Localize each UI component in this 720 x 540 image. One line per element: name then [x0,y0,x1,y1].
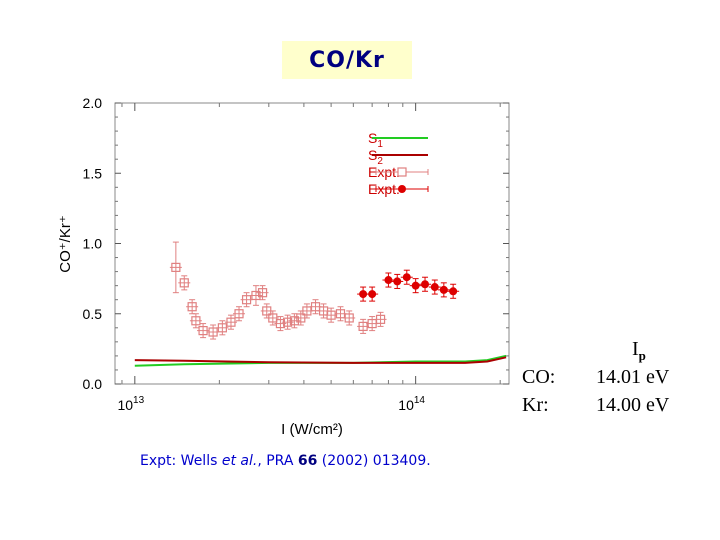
ip-gas: CO: [522,366,556,388]
x-axis-label: I (W/cm²) [281,421,343,438]
data-point-open [241,295,252,305]
data-point-open [335,309,346,319]
ip-header-sub: p [638,348,646,363]
data-point-open [302,306,312,316]
data-point-open [234,309,244,319]
data-point-filled [449,287,458,296]
data-point-open [375,314,386,324]
data-point-open [283,317,293,327]
data-point-open [217,323,227,333]
data-point-open [344,313,354,323]
axes: 0.0 0.5 1.0 1.5 2.0 1013 1014 [83,95,509,413]
data-point-open [268,313,278,323]
citation-etal: et al. [221,453,258,469]
citation-journal: , PRA [257,453,298,469]
data-point-open [179,278,189,288]
series [134,241,507,367]
x-tick-label: 1013 [117,395,144,413]
data-point-filled [411,281,420,290]
data-point-filled [359,290,368,299]
data-point-open [326,310,336,320]
data-point-open [275,318,286,329]
data-point-filled [430,283,439,292]
x-tick-exponent: 13 [133,395,145,406]
data-point-filled [368,290,377,299]
y-tick-label: 0.5 [83,306,103,322]
data-point-filled [421,280,430,289]
y-tick-label: 1.5 [83,165,103,181]
data-point-open [358,321,368,331]
ip-header: Ip [632,338,646,364]
legend-subscript: 2 [377,156,383,167]
data-point-open [289,316,299,326]
legend-subscript: 1 [377,139,383,150]
ip-value: 14.01 eV [596,366,670,388]
data-point-open [191,316,201,326]
data-point-filled [393,277,402,286]
legend-marker [397,167,407,177]
x-tick-label: 1014 [398,395,425,413]
ip-value: 14.00 eV [596,394,670,416]
data-point-filled [402,273,411,282]
data-point-filled [384,276,393,285]
x-tick-exponent: 14 [414,395,426,406]
citation-prefix: Expt: Wells [140,453,222,469]
series-line-s2 [134,356,507,364]
y-tick-label: 0.0 [83,376,103,392]
citation-suffix: (2002) 013409. [317,453,431,469]
data-point-open [251,290,261,301]
data-point-open [208,327,218,337]
y-axis-label: CO⁺/Kr⁺ [57,215,74,273]
y-tick-label: 1.0 [83,236,103,252]
ip-gas: Kr: [522,394,549,416]
y-tick-label: 2.0 [83,95,103,111]
ip-header-main: I [632,338,639,360]
plot-frame [114,102,510,385]
data-point-open [187,302,197,312]
data-point-open [198,326,208,336]
data-point-open [171,262,181,272]
data-point-open [226,317,236,327]
legend-marker [398,185,406,193]
citation: Expt: Wells et al., PRA 66 (2002) 013409… [140,453,431,469]
citation-volume: 66 [297,453,318,469]
data-point-open [257,288,268,298]
data-point-filled [439,285,448,294]
slide-title: CO/Kr [282,41,412,79]
